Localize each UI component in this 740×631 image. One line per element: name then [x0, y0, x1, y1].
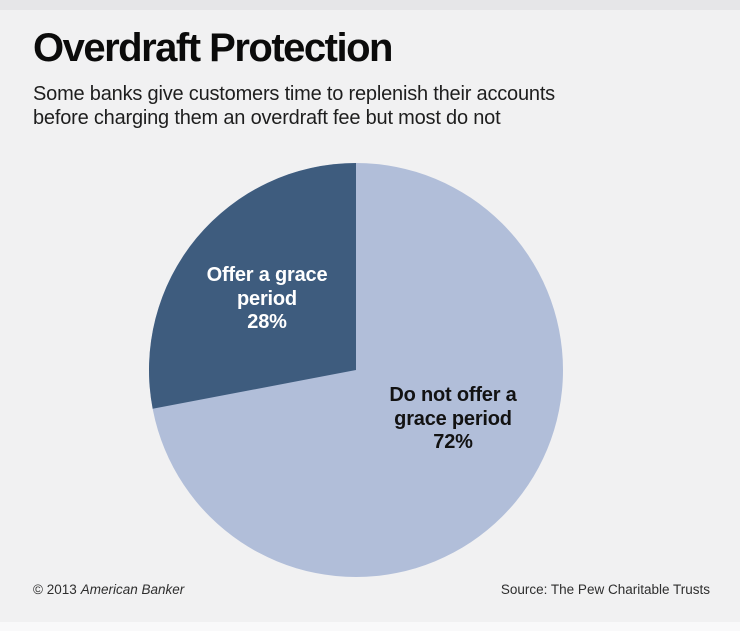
pie-label-no-grace-period: Do not offer a grace period 72%	[353, 384, 553, 455]
chart-footer: © 2013 American Banker Source: The Pew Ch…	[33, 582, 710, 597]
chart-subtitle: Some banks give customers time to replen…	[33, 82, 713, 130]
subtitle-line-1: Some banks give customers time to replen…	[33, 83, 555, 105]
pie-chart	[149, 163, 563, 577]
pie-label-line: Do not offer a	[389, 384, 517, 406]
page-title: Overdraft Protection	[33, 26, 393, 70]
subtitle-line-2: before charging them an overdraft fee bu…	[33, 107, 501, 129]
pie-label-line: period	[237, 287, 297, 310]
bottom-border-strip	[0, 622, 740, 631]
pie-label-line: grace period	[394, 407, 512, 430]
copyright-text: © 2013 American Banker	[33, 582, 184, 597]
pie-label-value: 28%	[247, 311, 287, 333]
copyright-brand: American Banker	[80, 582, 185, 597]
pie-slice-0	[149, 163, 356, 409]
pie-label-value: 72%	[433, 431, 473, 453]
chart-header: Overdraft Protection Some banks give cus…	[33, 26, 713, 130]
pie-label-line: Offer a grace	[206, 264, 328, 286]
source-text: Source: The Pew Charitable Trusts	[500, 582, 710, 597]
top-border-strip	[0, 0, 740, 10]
pie-label-offer-grace-period: Offer a grace period 28%	[167, 264, 367, 335]
copyright-prefix: © 2013	[33, 582, 77, 597]
